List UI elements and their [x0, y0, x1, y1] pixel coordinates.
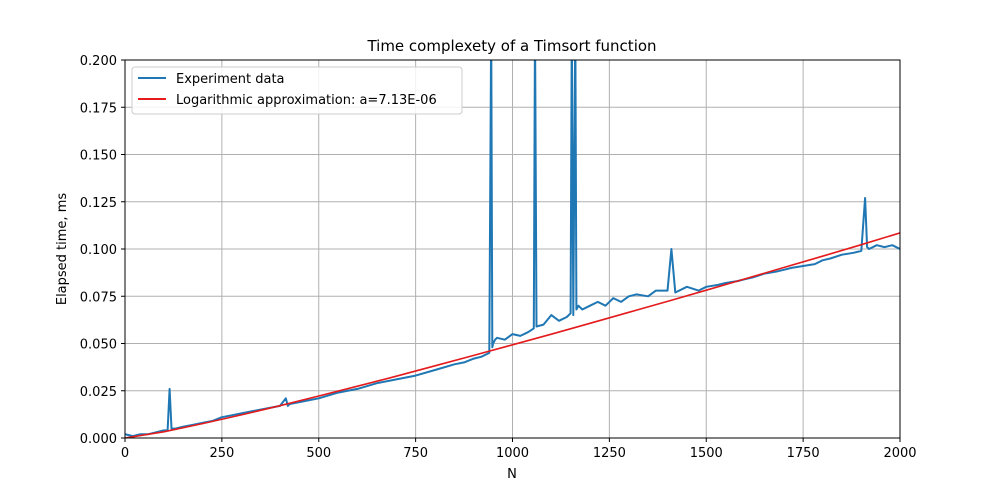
y-tick-label: 0.050 — [80, 338, 117, 353]
x-tick-label: 0 — [121, 446, 129, 461]
legend-label-experiment: Experiment data — [176, 72, 285, 87]
y-axis-ticks: 0.000 0.025 0.050 0.075 0.100 0.125 0.150 0.175… — [80, 54, 125, 447]
series-layer — [125, 60, 900, 438]
x-tick-label: 1750 — [787, 446, 820, 461]
x-tick-label: 1500 — [690, 446, 723, 461]
experiment-data-line — [125, 60, 900, 438]
y-tick-label: 0.025 — [80, 385, 117, 400]
chart-title: Time complexety of a Timsort function — [366, 37, 656, 55]
x-tick-label: 2000 — [883, 446, 916, 461]
x-axis-ticks: 0 250 500 750 1000 1250 1500 1750 2000 — [121, 438, 917, 461]
y-tick-label: 0.125 — [80, 196, 117, 211]
x-tick-label: 1000 — [496, 446, 529, 461]
y-tick-label: 0.175 — [80, 101, 117, 116]
x-tick-label: 1250 — [593, 446, 626, 461]
legend: Experiment data Logarithmic approximatio… — [131, 66, 463, 115]
y-tick-label: 0.100 — [80, 243, 117, 258]
x-tick-label: 250 — [209, 446, 234, 461]
x-tick-label: 750 — [403, 446, 428, 461]
y-tick-label: 0.150 — [80, 149, 117, 164]
y-tick-label: 0.075 — [80, 290, 117, 305]
x-tick-label: 500 — [306, 446, 331, 461]
legend-label-approximation: Logarithmic approximation: a=7.13E-06 — [176, 93, 437, 108]
x-axis-label: N — [507, 467, 517, 482]
y-tick-label: 0.200 — [80, 54, 117, 69]
y-tick-label: 0.000 — [80, 432, 117, 447]
y-axis-label: Elapsed time, ms — [55, 193, 70, 305]
grid-lines — [124, 59, 901, 439]
logarithmic-approximation-line — [125, 232, 900, 438]
legend-box — [131, 66, 463, 115]
